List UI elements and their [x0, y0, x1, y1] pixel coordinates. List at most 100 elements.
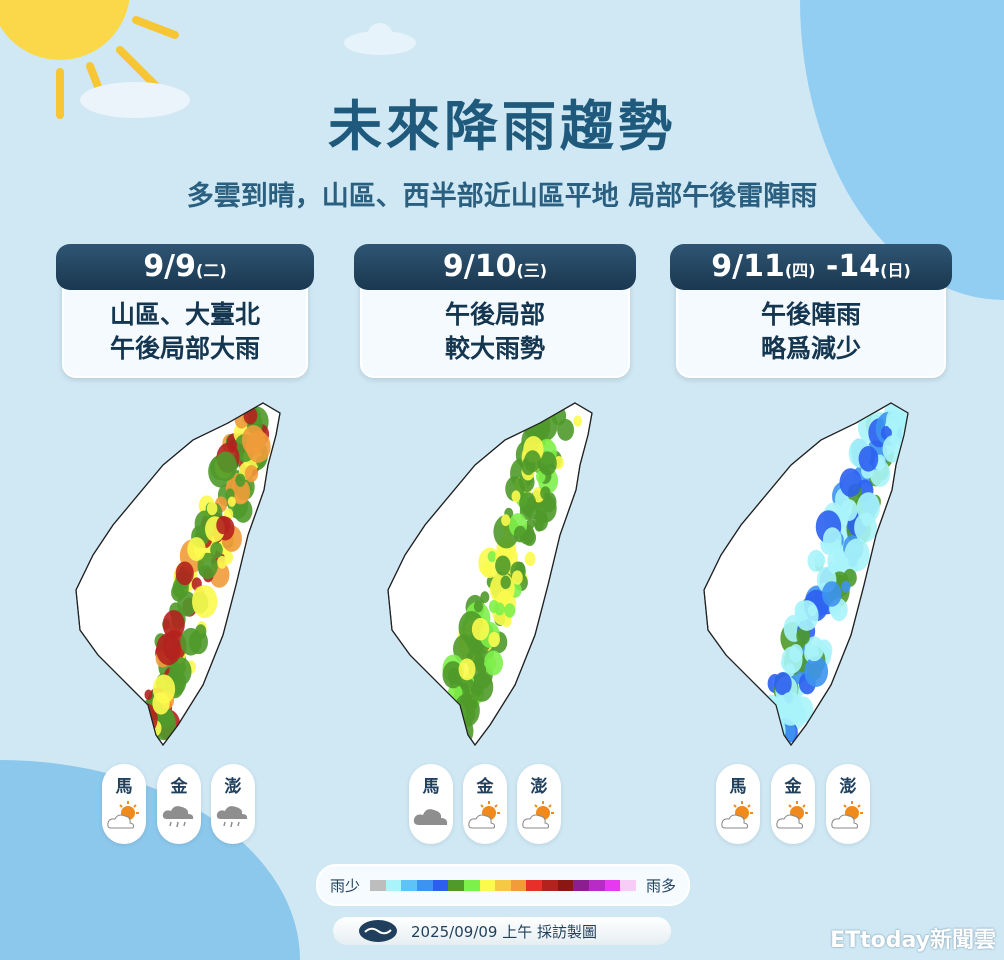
rain-area — [152, 674, 176, 704]
rain-area — [488, 631, 500, 648]
rain-area — [856, 492, 881, 523]
rain-area — [804, 656, 829, 687]
rain-area — [839, 468, 862, 497]
bg-decoration — [0, 760, 300, 960]
rain-area — [524, 450, 541, 473]
legend-swatch — [604, 879, 621, 891]
rain-area — [245, 430, 271, 463]
rain-area — [130, 707, 146, 727]
desc-line: 午後局部 — [444, 300, 545, 329]
island-name: 澎 — [224, 777, 242, 797]
rain-area — [773, 671, 792, 696]
legend-swatches — [370, 879, 636, 891]
rain-area — [480, 591, 490, 603]
card-date: 9/9(二) — [56, 244, 314, 290]
rain-area — [538, 451, 557, 476]
weekday-text: (四) — [784, 261, 816, 280]
island-forecast: 馬 — [716, 764, 760, 844]
island-name: 澎 — [839, 777, 857, 797]
page-title: 未來降雨趨勢 — [328, 95, 676, 158]
cloudy-icon — [413, 809, 448, 825]
island-name: 馬 — [115, 777, 133, 797]
footer-text: 2025/09/09 上午 採訪製圖 — [411, 922, 597, 941]
footer-credit: 2025/09/09 上午 採訪製圖 — [333, 917, 671, 945]
island-name: 馬 — [422, 777, 440, 797]
rain-area — [197, 552, 218, 579]
brand-logo: ETtoday新聞雲 — [830, 928, 996, 953]
rain-area — [795, 600, 819, 631]
rain-area — [886, 408, 903, 431]
card-date: 9/11(四) -14(日) — [670, 244, 952, 290]
rain-area — [573, 415, 582, 427]
legend-swatch — [448, 879, 464, 891]
rain-icon — [162, 806, 194, 828]
rain-area — [474, 653, 485, 668]
island-forecast: 金 — [771, 764, 815, 844]
rain-area — [124, 729, 133, 741]
rain-area — [504, 603, 516, 618]
island-name: 馬 — [729, 777, 747, 797]
partly-sunny-icon — [468, 801, 500, 829]
rain-area — [861, 512, 873, 527]
island-forecast: 金 — [463, 764, 507, 844]
rain-area — [821, 581, 842, 607]
rain-area — [796, 626, 811, 645]
rain-area — [470, 639, 483, 656]
island-forecast: 馬 — [102, 764, 146, 844]
weekday-text: (二) — [196, 261, 227, 280]
forecast-card-3: 9/11(四) -14(日) 午後陣雨 略爲減少 — [670, 244, 952, 378]
card-description: 午後陣雨 略爲減少 — [676, 278, 946, 378]
rain-area — [814, 552, 826, 568]
rain-area — [746, 713, 772, 745]
rain-area — [187, 537, 206, 562]
weekday-text: (日) — [880, 261, 911, 280]
rain-area — [777, 691, 804, 726]
rain-area — [206, 501, 218, 516]
rain-area — [757, 724, 773, 745]
partly-sunny-icon — [831, 801, 863, 829]
partly-sunny-icon — [776, 801, 808, 829]
rain-area — [524, 551, 536, 566]
rain-area — [435, 707, 450, 725]
rain-area — [481, 562, 493, 577]
rain-area — [513, 525, 527, 543]
rain-area — [144, 689, 153, 701]
rain-area — [841, 580, 851, 593]
rain-area — [235, 473, 246, 487]
rain-area — [217, 555, 227, 569]
island-forecast: 馬 — [409, 764, 453, 844]
rain-area — [511, 570, 523, 585]
forecast-card-2: 9/10(三) 午後局部 較大雨勢 — [354, 244, 636, 378]
rain-area — [210, 541, 223, 559]
date-text: -14 — [815, 249, 881, 284]
rain-icon — [216, 806, 248, 828]
legend-swatch — [620, 879, 636, 891]
rain-legend: 雨少 雨多 — [316, 864, 690, 906]
forecast-card-1: 9/9(二) 山區、大臺北 午後局部大雨 — [56, 244, 314, 378]
legend-swatch — [526, 879, 543, 891]
rain-area — [435, 715, 461, 745]
legend-high-label: 雨多 — [645, 876, 676, 895]
rain-area — [214, 451, 238, 482]
rain-area — [534, 519, 544, 532]
rain-area — [840, 499, 858, 522]
rain-area — [442, 661, 464, 689]
taiwan-outline — [387, 402, 593, 747]
rain-area — [822, 527, 842, 552]
rain-area — [216, 515, 231, 535]
desc-line: 山區、大臺北 — [109, 300, 260, 329]
island-name: 金 — [784, 777, 802, 797]
rain-area — [511, 490, 521, 503]
rain-area — [454, 693, 480, 727]
taiwan-outline — [75, 402, 281, 747]
rain-area — [230, 479, 251, 505]
legend-swatch — [542, 879, 558, 891]
rain-area — [781, 646, 803, 674]
rain-area — [429, 712, 447, 734]
rain-area — [233, 498, 253, 523]
rain-area — [175, 561, 194, 586]
rain-area — [244, 464, 259, 483]
desc-line: 午後陣雨 — [760, 300, 861, 329]
rain-area — [487, 550, 497, 563]
legend-low-label: 雨少 — [330, 876, 361, 895]
